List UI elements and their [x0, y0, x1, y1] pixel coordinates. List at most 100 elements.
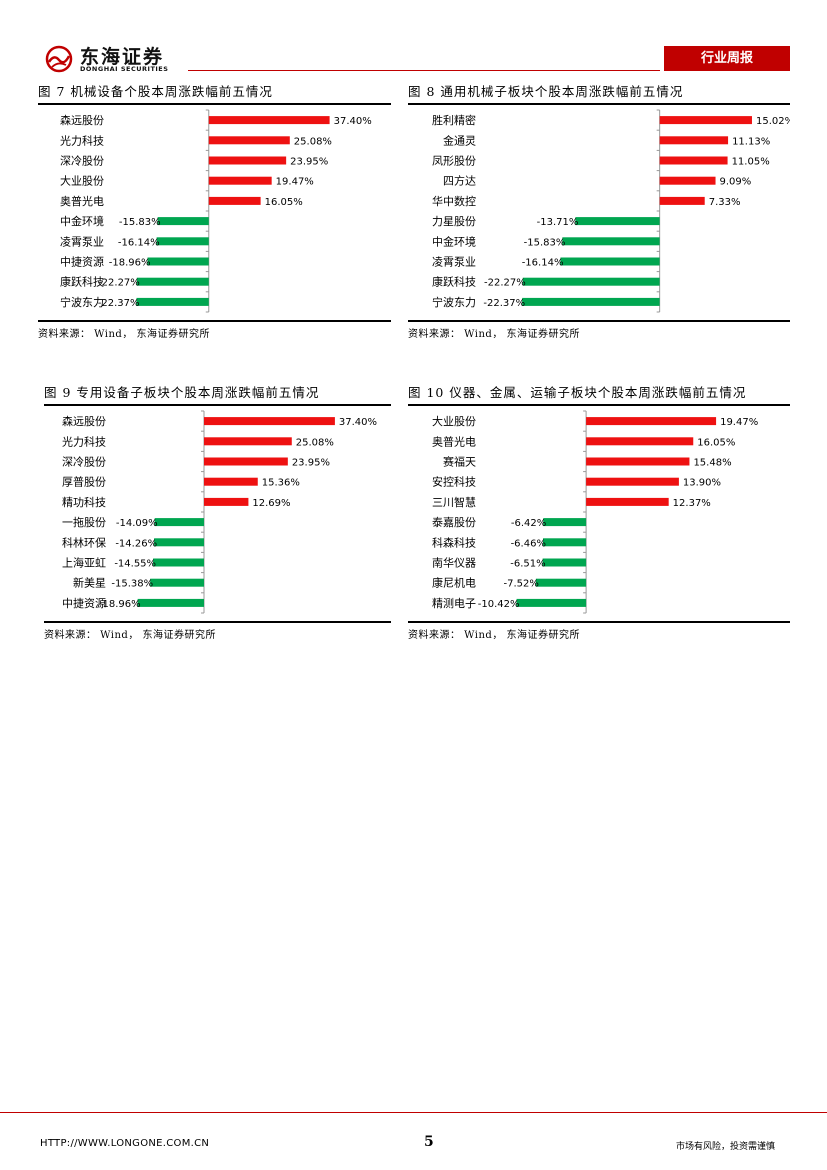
data-label: 11.13% — [732, 136, 770, 147]
bar-positive — [659, 136, 729, 145]
footer-url-link[interactable]: HTTP://WWW.LONGONE.COM.CN — [40, 1138, 210, 1149]
bar-positive — [208, 196, 261, 205]
data-label: 23.95% — [290, 157, 328, 168]
chart-title: 图 9 专用设备子板块个股本周涨跌幅前五情况 — [44, 385, 320, 400]
company-name-en: DONGHAI SECURITIES — [80, 65, 169, 73]
category-label: 森远股份 — [62, 414, 106, 428]
category-label: 奥普光电 — [60, 194, 104, 208]
data-label: 37.40% — [334, 116, 372, 127]
data-label: -18.96% — [99, 599, 141, 610]
data-label: 9.09% — [720, 177, 752, 188]
bar-negative — [153, 558, 204, 567]
category-label: 宁波东力 — [60, 295, 104, 309]
category-label: 深冷股份 — [62, 456, 106, 469]
bar-negative — [147, 257, 209, 266]
bar-positive — [586, 437, 694, 446]
data-label: -22.37% — [98, 298, 140, 309]
title-rule — [408, 404, 790, 406]
data-label: 12.37% — [673, 498, 711, 509]
category-label: 中金环境 — [60, 214, 104, 228]
category-label: 光力科技 — [60, 133, 104, 147]
data-label: 25.08% — [294, 136, 332, 147]
footer-divider — [0, 1112, 827, 1113]
bar-positive — [204, 477, 258, 486]
data-label: -18.96% — [109, 258, 151, 269]
data-label: 19.47% — [720, 417, 758, 428]
chart-source: 资料来源： Wind， 东海证券研究所 — [408, 329, 580, 340]
category-label: 厚普股份 — [62, 475, 106, 489]
bar-negative — [136, 277, 209, 286]
data-label: -6.51% — [510, 559, 545, 570]
bar-negative — [535, 578, 587, 587]
data-label: 15.02% — [756, 116, 790, 127]
bar-positive — [659, 196, 705, 205]
title-rule — [44, 404, 391, 406]
category-label: 胜利精密 — [432, 113, 476, 127]
chart-panel-8: 图 8 通用机械子板块个股本周涨跌幅前五情况 胜利精密 15.02% 金通灵 11.1… — [408, 82, 790, 342]
category-label: 一拖股份 — [62, 515, 106, 529]
bar-chart: 森远股份 37.40% 光力科技 25.08% 深冷股份 23.95% 厚普股份 15.36%… — [62, 410, 377, 614]
bottom-rule — [408, 320, 790, 322]
data-label: 15.48% — [693, 458, 731, 469]
bar-chart: 森远股份 37.40% 光力科技 25.08% 深冷股份 23.95% 大业股份 19.47%… — [60, 109, 372, 313]
bar-negative — [156, 237, 209, 246]
category-label: 科林环保 — [62, 535, 106, 549]
data-label: -13.71% — [537, 217, 579, 228]
bottom-rule — [38, 320, 391, 322]
wave-logo-icon — [45, 45, 73, 73]
bar-positive — [204, 437, 292, 446]
risk-disclaimer: 市场有风险，投资需谨慎 — [676, 1142, 776, 1152]
category-label: 新美星 — [73, 576, 106, 590]
category-label: 南华仪器 — [432, 556, 476, 570]
category-label: 凤形股份 — [432, 155, 476, 168]
bar-positive — [659, 176, 716, 185]
data-label: -15.83% — [524, 237, 566, 248]
header-divider — [188, 70, 660, 71]
category-label: 科森科技 — [432, 535, 476, 549]
bar-positive — [204, 497, 249, 506]
category-label: 大业股份 — [432, 414, 476, 428]
data-label: -14.55% — [114, 559, 156, 570]
bar-negative — [136, 297, 209, 306]
category-label: 康跃科技 — [60, 275, 104, 289]
data-label: -6.42% — [511, 518, 546, 529]
title-rule — [38, 103, 391, 105]
data-label: 19.47% — [276, 177, 314, 188]
category-label: 宁波东力 — [432, 295, 476, 309]
bar-negative — [516, 598, 587, 607]
bar-negative — [542, 558, 587, 567]
category-label: 凌霄泵业 — [432, 255, 476, 269]
category-label: 安控科技 — [432, 475, 476, 489]
category-label: 赛福天 — [443, 455, 476, 469]
data-label: 11.05% — [732, 157, 770, 168]
category-label: 奥普光电 — [432, 434, 476, 448]
company-name-cn: 东海证券 — [80, 46, 165, 68]
bar-negative — [575, 217, 660, 226]
bar-chart: 胜利精密 15.02% 金通灵 11.13% 凤形股份 11.05% 四方达 9.09% 华中数… — [432, 109, 790, 313]
category-label: 中捷资源 — [62, 596, 106, 610]
bar-negative — [150, 578, 204, 587]
bar-negative — [137, 598, 204, 607]
data-label: -15.38% — [111, 579, 153, 590]
chart-title: 图 8 通用机械子板块个股本周涨跌幅前五情况 — [408, 84, 684, 99]
title-rule — [408, 103, 790, 105]
bar-positive — [586, 457, 690, 466]
bar-positive — [208, 136, 290, 145]
data-label: 15.36% — [262, 478, 300, 489]
category-label: 凌霄泵业 — [60, 234, 104, 248]
bar-negative — [543, 518, 587, 527]
bar-positive — [204, 457, 288, 466]
report-type-badge: 行业周报 — [664, 46, 790, 71]
bar-negative — [562, 237, 660, 246]
bar-positive — [586, 497, 669, 506]
bar-negative — [542, 538, 587, 547]
data-label: -7.52% — [504, 579, 539, 590]
bar-positive — [204, 417, 335, 426]
bar-positive — [586, 417, 717, 426]
data-label: 12.69% — [252, 498, 290, 509]
page-header: 东海证券 DONGHAI SECURITIES 行业周报 — [0, 0, 827, 78]
chart-source: 资料来源： Wind， 东海证券研究所 — [408, 630, 580, 641]
bar-negative — [522, 297, 660, 306]
category-label: 华中数控 — [432, 194, 476, 208]
data-label: -6.46% — [511, 538, 546, 549]
